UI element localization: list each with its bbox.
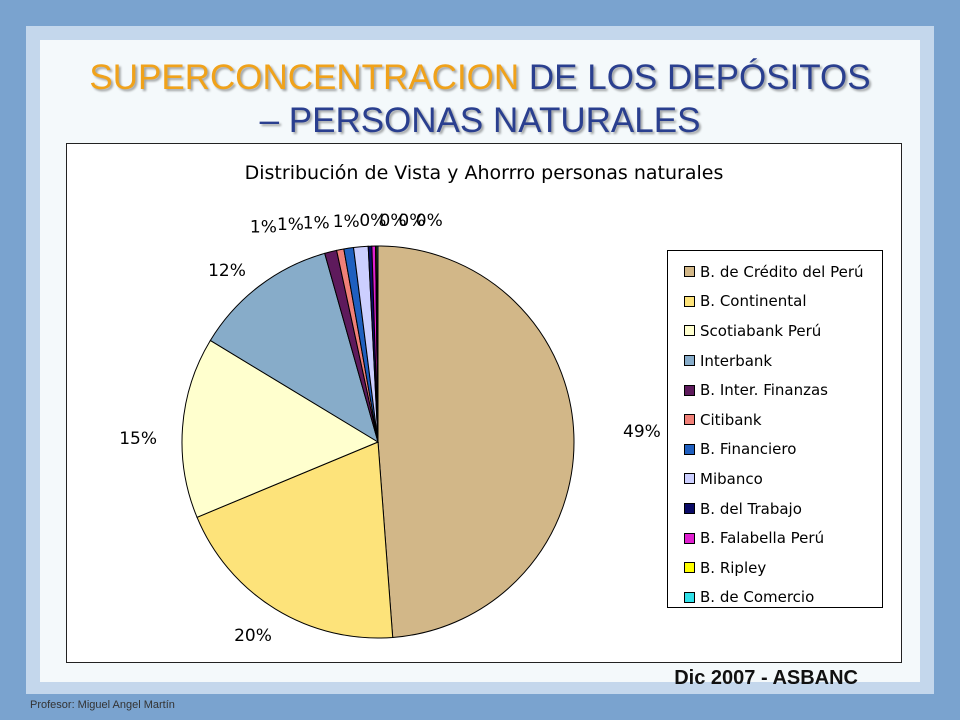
data-label-9: 0% [359, 211, 386, 231]
title-rest: DE LOS DEPÓSITOS [519, 58, 871, 97]
legend-swatch [684, 443, 695, 455]
data-label-10: 0% [380, 211, 407, 231]
pie-slice-1 [377, 245, 575, 638]
data-label-11: 0% [398, 211, 425, 231]
data-label-4: 12% [208, 261, 246, 281]
chart-area: Distribución de Vista y Ahorrro personas… [66, 143, 902, 663]
legend-swatch [684, 325, 695, 337]
data-label-5: 1% [250, 218, 277, 238]
pie-slice-12 [376, 245, 379, 443]
legend-label: B. Ripley [700, 558, 767, 577]
legend-label: Citibank [700, 410, 762, 429]
data-label-1: 49% [623, 422, 661, 442]
legend-item-1: B. de Crédito del Perú [684, 257, 882, 287]
legend-swatch [684, 384, 695, 396]
legend-item-6: Citibank [684, 405, 882, 435]
legend-item-10: B. Falabella Perú [684, 523, 882, 553]
data-label-6: 1% [277, 215, 304, 235]
pie-chart: 49%20%15%12%1% 1%1% 1% 0%0%0%0% [119, 211, 661, 646]
legend-swatch [684, 355, 695, 367]
legend-label: Interbank [700, 351, 773, 370]
title-line-2: – PERSONAS NATURALES [259, 101, 701, 140]
legend-swatch [684, 414, 695, 426]
legend-swatch [684, 473, 695, 485]
legend-swatch [684, 266, 695, 278]
data-label-3: 15% [119, 429, 157, 449]
data-label-8: 1% [333, 212, 360, 232]
pie-slice-2 [196, 441, 394, 639]
legend-label: B. Falabella Perú [700, 529, 825, 548]
chart-legend: B. de Crédito del Perú B. Continental Scot… [667, 250, 883, 608]
source-label: Dic 2007 - ASBANC [674, 667, 858, 689]
legend-label: B. de Crédito del Perú [700, 262, 864, 281]
legend-item-12: B. de Comercio [684, 583, 882, 613]
legend-label: B. de Comercio [700, 588, 815, 607]
legend-label: Scotiabank Perú [700, 321, 822, 340]
legend-label: B. del Trabajo [700, 499, 802, 518]
data-label-7: 1% [303, 214, 330, 234]
legend-item-5: B. Inter. Finanzas [684, 375, 882, 405]
title-accent: SUPERCONCENTRACION [89, 58, 520, 97]
legend-swatch [684, 532, 695, 544]
legend-swatch [684, 562, 695, 574]
credit-label: Profesor: Miguel Angel Martín [30, 699, 175, 711]
chart-title: Distribución de Vista y Ahorrro personas… [244, 162, 724, 184]
legend-swatch [684, 591, 695, 603]
data-label-2: 20% [234, 626, 272, 646]
legend-label: Mibanco [700, 469, 763, 488]
legend-label: B. Financiero [700, 440, 797, 459]
legend-label: B. Continental [700, 292, 807, 311]
pie-slice-4 [209, 252, 379, 444]
legend-swatch [684, 503, 695, 515]
slide-title: SUPERCONCENTRACION DE LOS DEPÓSITOS – PE… [40, 56, 920, 142]
pie-slice-3 [181, 339, 380, 518]
legend-item-7: B. Financiero [684, 435, 882, 465]
legend-item-11: B. Ripley [684, 553, 882, 583]
legend-label: B. Inter. Finanzas [700, 381, 828, 400]
legend-swatch [684, 295, 695, 307]
legend-item-4: Interbank [684, 346, 882, 376]
legend-item-3: Scotiabank Perú [684, 316, 882, 346]
legend-item-2: B. Continental [684, 287, 882, 317]
legend-item-8: Mibanco [684, 464, 882, 494]
data-label-12: 0% [416, 211, 443, 231]
legend-item-9: B. del Trabajo [684, 494, 882, 524]
